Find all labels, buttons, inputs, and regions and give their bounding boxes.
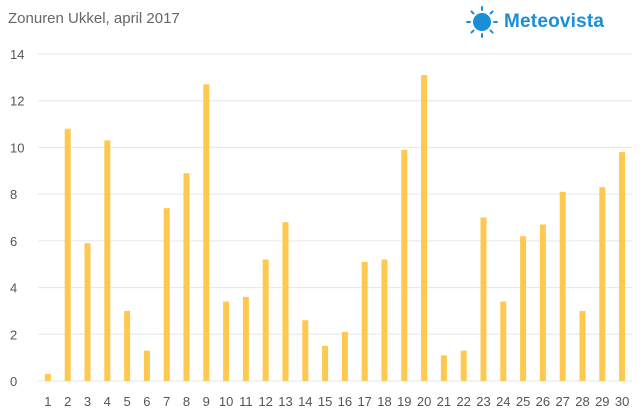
sun-icon (466, 6, 498, 38)
x-tick-label: 2 (64, 394, 71, 409)
x-tick-label: 10 (219, 394, 233, 409)
bar-day-24 (500, 301, 507, 381)
x-tick-label: 17 (357, 394, 371, 409)
bar-day-15 (322, 345, 329, 381)
y-tick-label: 12 (10, 94, 24, 109)
bar-day-23 (480, 217, 487, 381)
x-tick-label: 21 (437, 394, 451, 409)
x-tick-label: 14 (298, 394, 312, 409)
x-tick-label: 6 (143, 394, 150, 409)
bar-day-20 (421, 75, 428, 382)
y-tick-label: 4 (10, 281, 17, 296)
y-axis: 0 2 4 6 8 10 12 14 (10, 47, 24, 389)
bar-day-2 (64, 128, 71, 381)
x-tick-label: 22 (456, 394, 470, 409)
bar-day-8 (183, 173, 190, 381)
bar-day-17 (361, 261, 368, 381)
bar-day-3 (84, 243, 91, 381)
y-tick-label: 14 (10, 47, 24, 62)
bar-day-1 (44, 373, 51, 381)
x-tick-label: 24 (496, 394, 510, 409)
bars (44, 75, 626, 382)
x-tick-label: 7 (163, 394, 170, 409)
x-tick-label: 16 (338, 394, 352, 409)
bar-day-10 (223, 301, 230, 381)
bar-day-26 (539, 224, 546, 381)
y-tick-label: 2 (10, 327, 17, 342)
x-tick-label: 13 (278, 394, 292, 409)
x-tick-label: 4 (104, 394, 111, 409)
x-tick-label: 1 (44, 394, 51, 409)
x-tick-label: 26 (536, 394, 550, 409)
bar-day-5 (124, 310, 131, 381)
x-tick-label: 25 (516, 394, 530, 409)
brand-name: Meteovista (504, 11, 605, 32)
x-tick-label: 20 (417, 394, 431, 409)
x-tick-label: 8 (183, 394, 190, 409)
x-tick-label: 12 (258, 394, 272, 409)
bar-day-9 (203, 84, 210, 381)
bar-day-29 (599, 187, 606, 381)
bar-day-14 (302, 320, 309, 381)
bar-day-21 (440, 355, 447, 381)
bar-day-6 (143, 350, 150, 381)
x-tick-label: 3 (84, 394, 91, 409)
x-tick-label: 5 (123, 394, 130, 409)
bar-day-16 (341, 331, 348, 381)
bar-day-12 (262, 259, 269, 381)
x-tick-label: 30 (615, 394, 629, 409)
bar-day-11 (242, 296, 249, 381)
bar-day-18 (381, 259, 388, 381)
x-tick-label: 18 (377, 394, 391, 409)
x-tick-label: 23 (476, 394, 490, 409)
grid-lines (38, 53, 632, 382)
x-tick-label: 29 (595, 394, 609, 409)
x-tick-label: 27 (555, 394, 569, 409)
y-tick-label: 0 (10, 374, 17, 389)
y-tick-label: 10 (10, 140, 24, 155)
x-tick-label: 19 (397, 394, 411, 409)
x-tick-label: 28 (575, 394, 589, 409)
bar-day-27 (559, 191, 566, 381)
x-tick-label: 11 (239, 394, 253, 409)
y-tick-label: 6 (10, 234, 17, 249)
brand-logo: Meteovista (466, 6, 604, 38)
bar-day-30 (619, 152, 626, 381)
y-tick-label: 8 (10, 187, 17, 202)
x-tick-label: 9 (203, 394, 210, 409)
bar-day-13 (282, 222, 289, 381)
bar-day-25 (520, 236, 527, 381)
bar-day-4 (104, 140, 111, 381)
bar-day-22 (460, 350, 467, 381)
bar-day-28 (579, 310, 586, 381)
chart-title: Zonuren Ukkel, april 2017 (8, 10, 180, 27)
x-axis: 1 2 3 4 5 6 7 8 9 10 11 12 13 14 15 16 17 18 19 20 21 22 23 24 2… (44, 394, 629, 409)
bar-day-7 (163, 208, 170, 381)
bar-day-19 (401, 149, 408, 381)
x-tick-label: 15 (318, 394, 332, 409)
